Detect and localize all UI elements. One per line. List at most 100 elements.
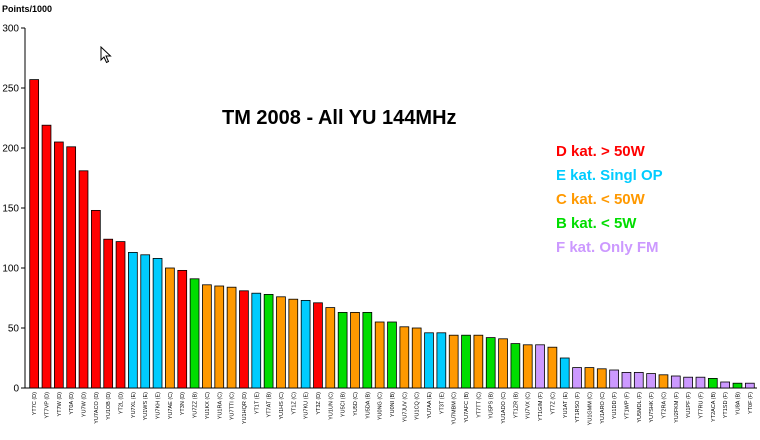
x-tick-label: YT1T (E) [254, 392, 260, 414]
x-tick-label: YU7JUV (C) [402, 392, 408, 422]
x-tick-label: YT1ZR (B) [513, 392, 519, 418]
bar [337, 311, 348, 389]
x-tick-label: YT1SD (F) [723, 392, 729, 418]
x-tick-label: YT3Z (D) [316, 392, 322, 415]
bar [189, 278, 200, 389]
bar [670, 375, 681, 389]
bar [350, 311, 360, 389]
x-tick-label: YU7KU (E) [304, 392, 310, 419]
bar [535, 344, 545, 389]
x-tick-label: YU5PS (B) [489, 392, 495, 419]
bar [374, 321, 385, 389]
x-tick-label: YT2RA (C) [661, 392, 667, 419]
x-tick-label: YU5MDL (F) [637, 392, 643, 423]
x-tick-label: YT1Z (C) [291, 392, 297, 415]
bar [239, 290, 249, 389]
bar [177, 269, 188, 389]
x-tick-label: YU5DA (B) [365, 392, 371, 419]
y-tick-label: 50 [8, 324, 20, 335]
bar [411, 327, 422, 389]
x-tick-label: YU7MBM (C) [452, 392, 458, 425]
bar [707, 377, 718, 389]
bar [140, 254, 151, 389]
x-tick-label: YT1GIM (F) [538, 392, 544, 421]
bar [165, 267, 175, 389]
x-tick-label: YU7VX (C) [526, 392, 532, 419]
bar [547, 346, 558, 389]
x-tick-label: YU7AFC (B) [464, 392, 470, 423]
x-tick-label: YT7C (D) [32, 392, 38, 415]
bar [683, 376, 693, 389]
x-tick-label: YT2ACA (B) [711, 392, 717, 422]
x-tick-label: YT7AT (B) [267, 392, 273, 418]
bar [744, 382, 755, 389]
x-tick-label: YU1OB (D) [106, 392, 112, 420]
bar [251, 292, 262, 389]
bar [152, 257, 163, 389]
bar [214, 285, 225, 389]
x-tick-label: YU8A (B) [735, 392, 741, 415]
x-tick-label: YT2L (D) [119, 392, 125, 414]
bar [399, 326, 410, 389]
mouse-pointer-icon [100, 46, 112, 64]
x-tick-label: YT1WP (F) [624, 392, 630, 420]
legend-item-e: E kat. Singl OP [556, 167, 663, 184]
bar [658, 374, 669, 389]
bar [584, 367, 595, 389]
x-tick-label: YU1AT (E) [563, 392, 569, 418]
x-tick-label: YU1PF (F) [686, 392, 692, 418]
bar [522, 344, 533, 389]
x-tick-label: YT7VP (D) [45, 392, 51, 419]
bar [646, 373, 656, 389]
bar [202, 284, 212, 389]
x-tick-label: YU1WS (E) [143, 392, 149, 421]
x-tick-label: YU5CI (B) [341, 392, 347, 417]
x-tick-label: YU1HS (C) [279, 392, 285, 420]
bar [609, 369, 619, 389]
x-tick-label: YU7TTI (C) [230, 392, 236, 420]
legend-item-c: C kat. < 50W [556, 191, 645, 208]
x-tick-label: YU1GMM (C) [587, 392, 593, 425]
x-tick-label: YU1ADO (C) [501, 392, 507, 424]
legend-item-f: F kat. Only FM [556, 239, 659, 256]
bar [473, 334, 484, 389]
x-tick-label: YT0A (D) [69, 392, 75, 415]
y-tick-label: 100 [2, 264, 19, 275]
x-tick-label: YT7W (D) [57, 392, 63, 417]
x-tick-label: YU5D (C) [353, 392, 359, 416]
y-tick-label: 200 [2, 144, 19, 155]
bar [424, 332, 434, 389]
bar [288, 298, 299, 389]
bar [115, 241, 126, 389]
chart-bars [29, 79, 755, 389]
x-tick-label: YU7ZZ (B) [193, 392, 199, 418]
x-tick-label: YU1KX (C) [205, 392, 211, 419]
bar [485, 337, 496, 389]
x-tick-label: YU0NG (C) [378, 392, 384, 420]
bar [78, 170, 89, 389]
bar [633, 371, 644, 389]
x-tick-label: YT7RU (F) [698, 392, 704, 419]
x-tick-label: YT7TT (C) [476, 392, 482, 418]
bar [41, 124, 52, 389]
x-tick-label: YU1CQ (C) [415, 392, 421, 420]
bar [313, 302, 323, 389]
bar [461, 334, 471, 389]
bar [362, 311, 373, 389]
y-tick-label: 0 [13, 384, 19, 395]
y-tick-label: 250 [2, 84, 19, 95]
x-tick-label: YU7W (D) [82, 392, 88, 417]
x-tick-label: YU7AE (C) [168, 392, 174, 419]
x-tick-label: YU1RA (C) [217, 392, 223, 419]
x-tick-label: YT1RSO (F) [575, 392, 581, 423]
bar [596, 368, 607, 389]
bar [387, 321, 397, 389]
bar [91, 209, 101, 389]
x-tick-label: YU2FKM (F) [674, 392, 680, 423]
bar [498, 338, 508, 389]
bar [263, 293, 274, 389]
x-tick-labels: YT7C (D) YT7VP (D) YT7W (D) YT0A (D) YU7W (D… [32, 392, 754, 425]
bar [621, 371, 632, 389]
x-tick-label: YT7Z (C) [550, 392, 556, 415]
